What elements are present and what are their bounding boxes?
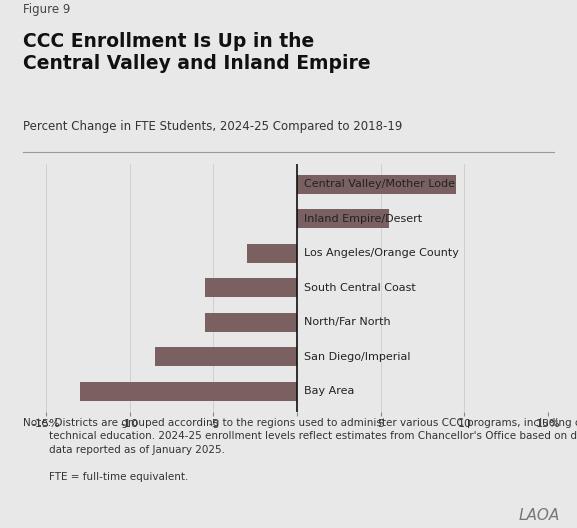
Bar	[80, 382, 297, 401]
Text: San Diego/Imperial: San Diego/Imperial	[304, 352, 410, 362]
Text: Bay Area: Bay Area	[304, 386, 354, 396]
Bar	[247, 244, 297, 263]
Bar	[297, 210, 389, 228]
Text: Central Valley/Mother Lode: Central Valley/Mother Lode	[304, 180, 455, 190]
Bar	[297, 175, 456, 194]
Text: Figure 9: Figure 9	[23, 3, 70, 16]
Text: LAOA: LAOA	[519, 508, 560, 523]
Text: Percent Change in FTE Students, 2024-25 Compared to 2018-19: Percent Change in FTE Students, 2024-25 …	[23, 120, 402, 134]
Text: South Central Coast: South Central Coast	[304, 283, 415, 293]
Text: Note: Districts are grouped according to the regions used to administer various : Note: Districts are grouped according to…	[23, 418, 577, 482]
Text: Inland Empire/Desert: Inland Empire/Desert	[304, 214, 422, 224]
Bar	[205, 313, 297, 332]
Text: North/Far North: North/Far North	[304, 317, 391, 327]
Bar	[205, 278, 297, 297]
Bar	[155, 347, 297, 366]
Text: CCC Enrollment Is Up in the
Central Valley and Inland Empire: CCC Enrollment Is Up in the Central Vall…	[23, 32, 370, 73]
Text: Los Angeles/Orange County: Los Angeles/Orange County	[304, 248, 459, 258]
